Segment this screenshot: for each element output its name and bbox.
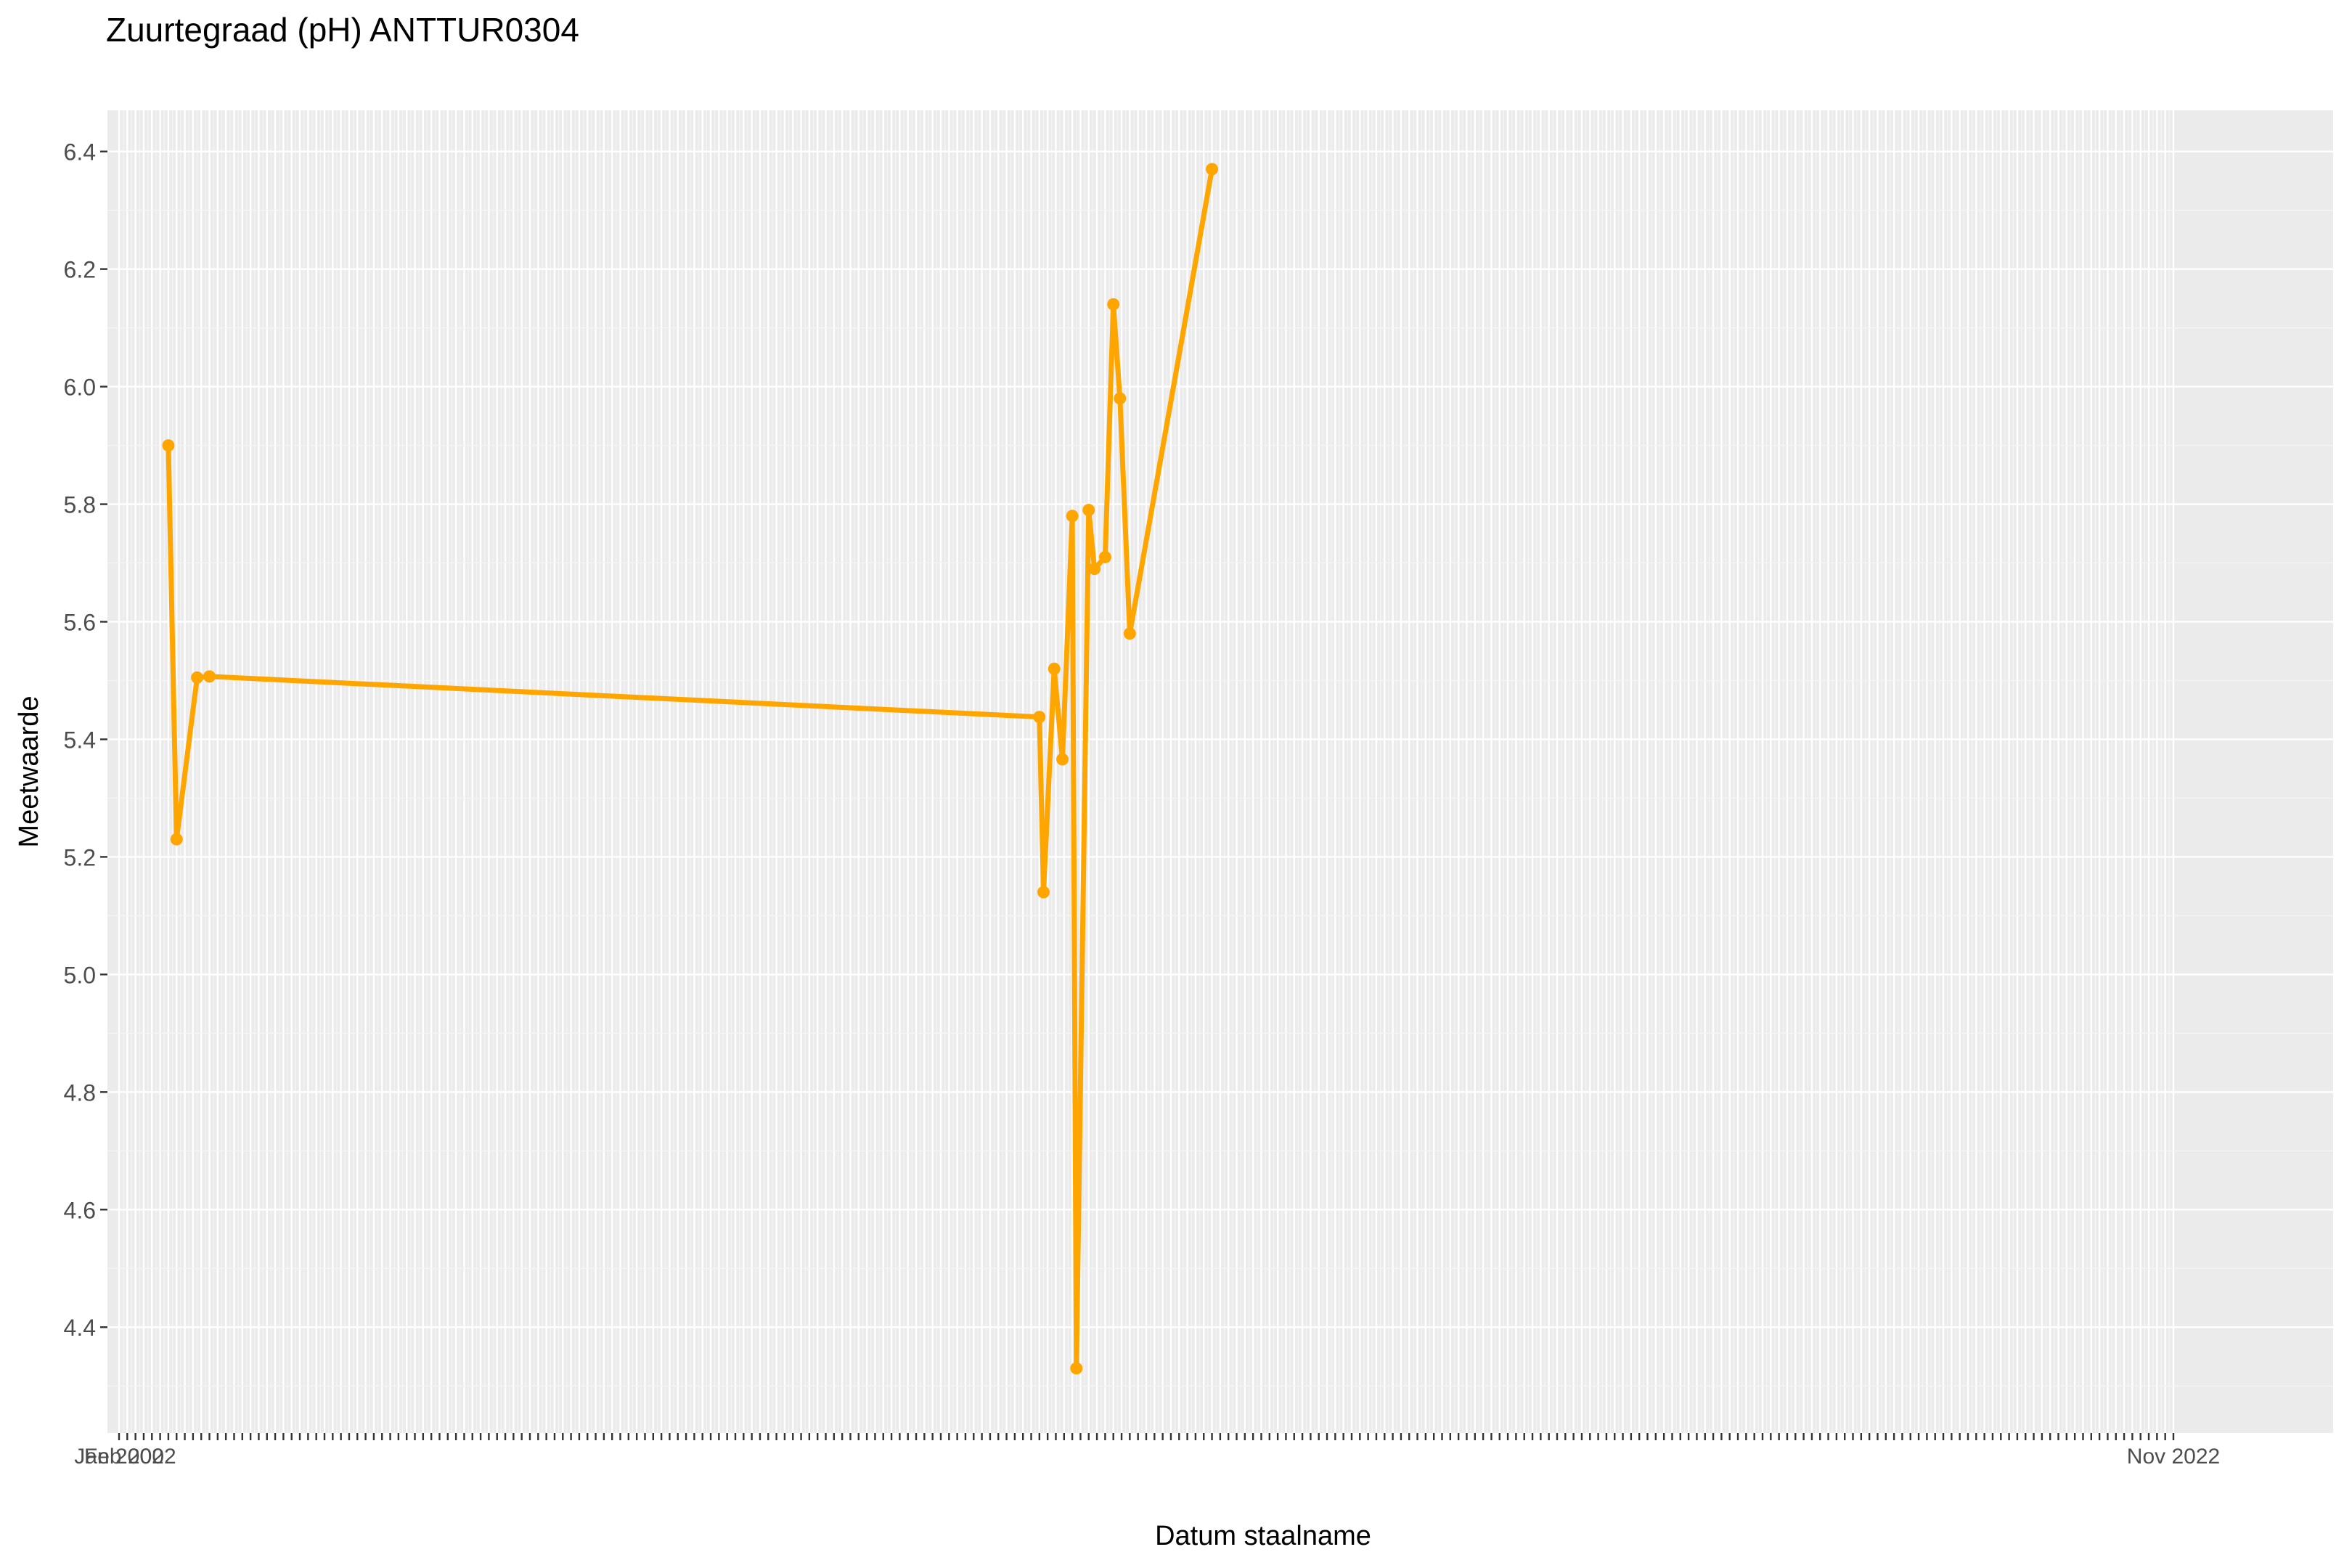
y-tick-label: 4.4 xyxy=(64,1315,96,1341)
data-point xyxy=(1098,550,1111,563)
y-gridlines xyxy=(107,150,2333,1387)
y-tick-label: 4.8 xyxy=(64,1079,96,1106)
data-point xyxy=(1070,1362,1083,1375)
y-tick-label: 5.0 xyxy=(64,962,96,988)
chart-title: Zuurtegraad (pH) ANTTUR0304 xyxy=(106,11,579,49)
data-point xyxy=(1107,298,1120,311)
data-point xyxy=(1033,711,1046,724)
y-axis-title: Meetwaarde xyxy=(14,695,44,847)
data-point xyxy=(1082,504,1095,517)
x-major-gridlines xyxy=(118,110,2175,1433)
data-point xyxy=(1123,627,1136,640)
y-axis-ticks: 4.4 4.6 4.8 5.0 5.2 5.4 5.6 5.8 6.0 6.2 6.4 xyxy=(64,139,107,1341)
y-tick-label: 5.2 xyxy=(64,844,96,870)
data-point xyxy=(1037,886,1050,899)
x-minor-gridlines xyxy=(123,110,2170,1433)
y-tick-label: 5.6 xyxy=(64,610,96,636)
data-point xyxy=(1206,163,1219,176)
data-point xyxy=(1066,510,1079,523)
data-point xyxy=(1048,662,1061,675)
x-axis-title: Datum staalname xyxy=(1155,1521,1371,1551)
x-tick-label: Nov 2022 xyxy=(2127,1445,2220,1469)
x-tick-label: Feb 2002 xyxy=(84,1445,176,1469)
data-point xyxy=(191,671,204,684)
y-tick-label: 5.4 xyxy=(64,727,96,753)
series-layer xyxy=(162,163,1219,1375)
data-point xyxy=(170,833,183,846)
data-point xyxy=(1114,392,1127,405)
y-tick-label: 5.8 xyxy=(64,492,96,518)
y-tick-label: 4.6 xyxy=(64,1197,96,1223)
y-tick-label: 6.2 xyxy=(64,257,96,283)
data-point xyxy=(1088,563,1101,576)
data-point xyxy=(162,439,175,452)
data-point xyxy=(203,670,216,683)
x-axis-ticks xyxy=(118,1433,2175,1440)
y-tick-label: 6.4 xyxy=(64,139,96,166)
y-tick-label: 6.0 xyxy=(64,375,96,401)
data-point xyxy=(1056,753,1069,766)
x-tick-label: Jan 2002 xyxy=(74,1445,163,1469)
